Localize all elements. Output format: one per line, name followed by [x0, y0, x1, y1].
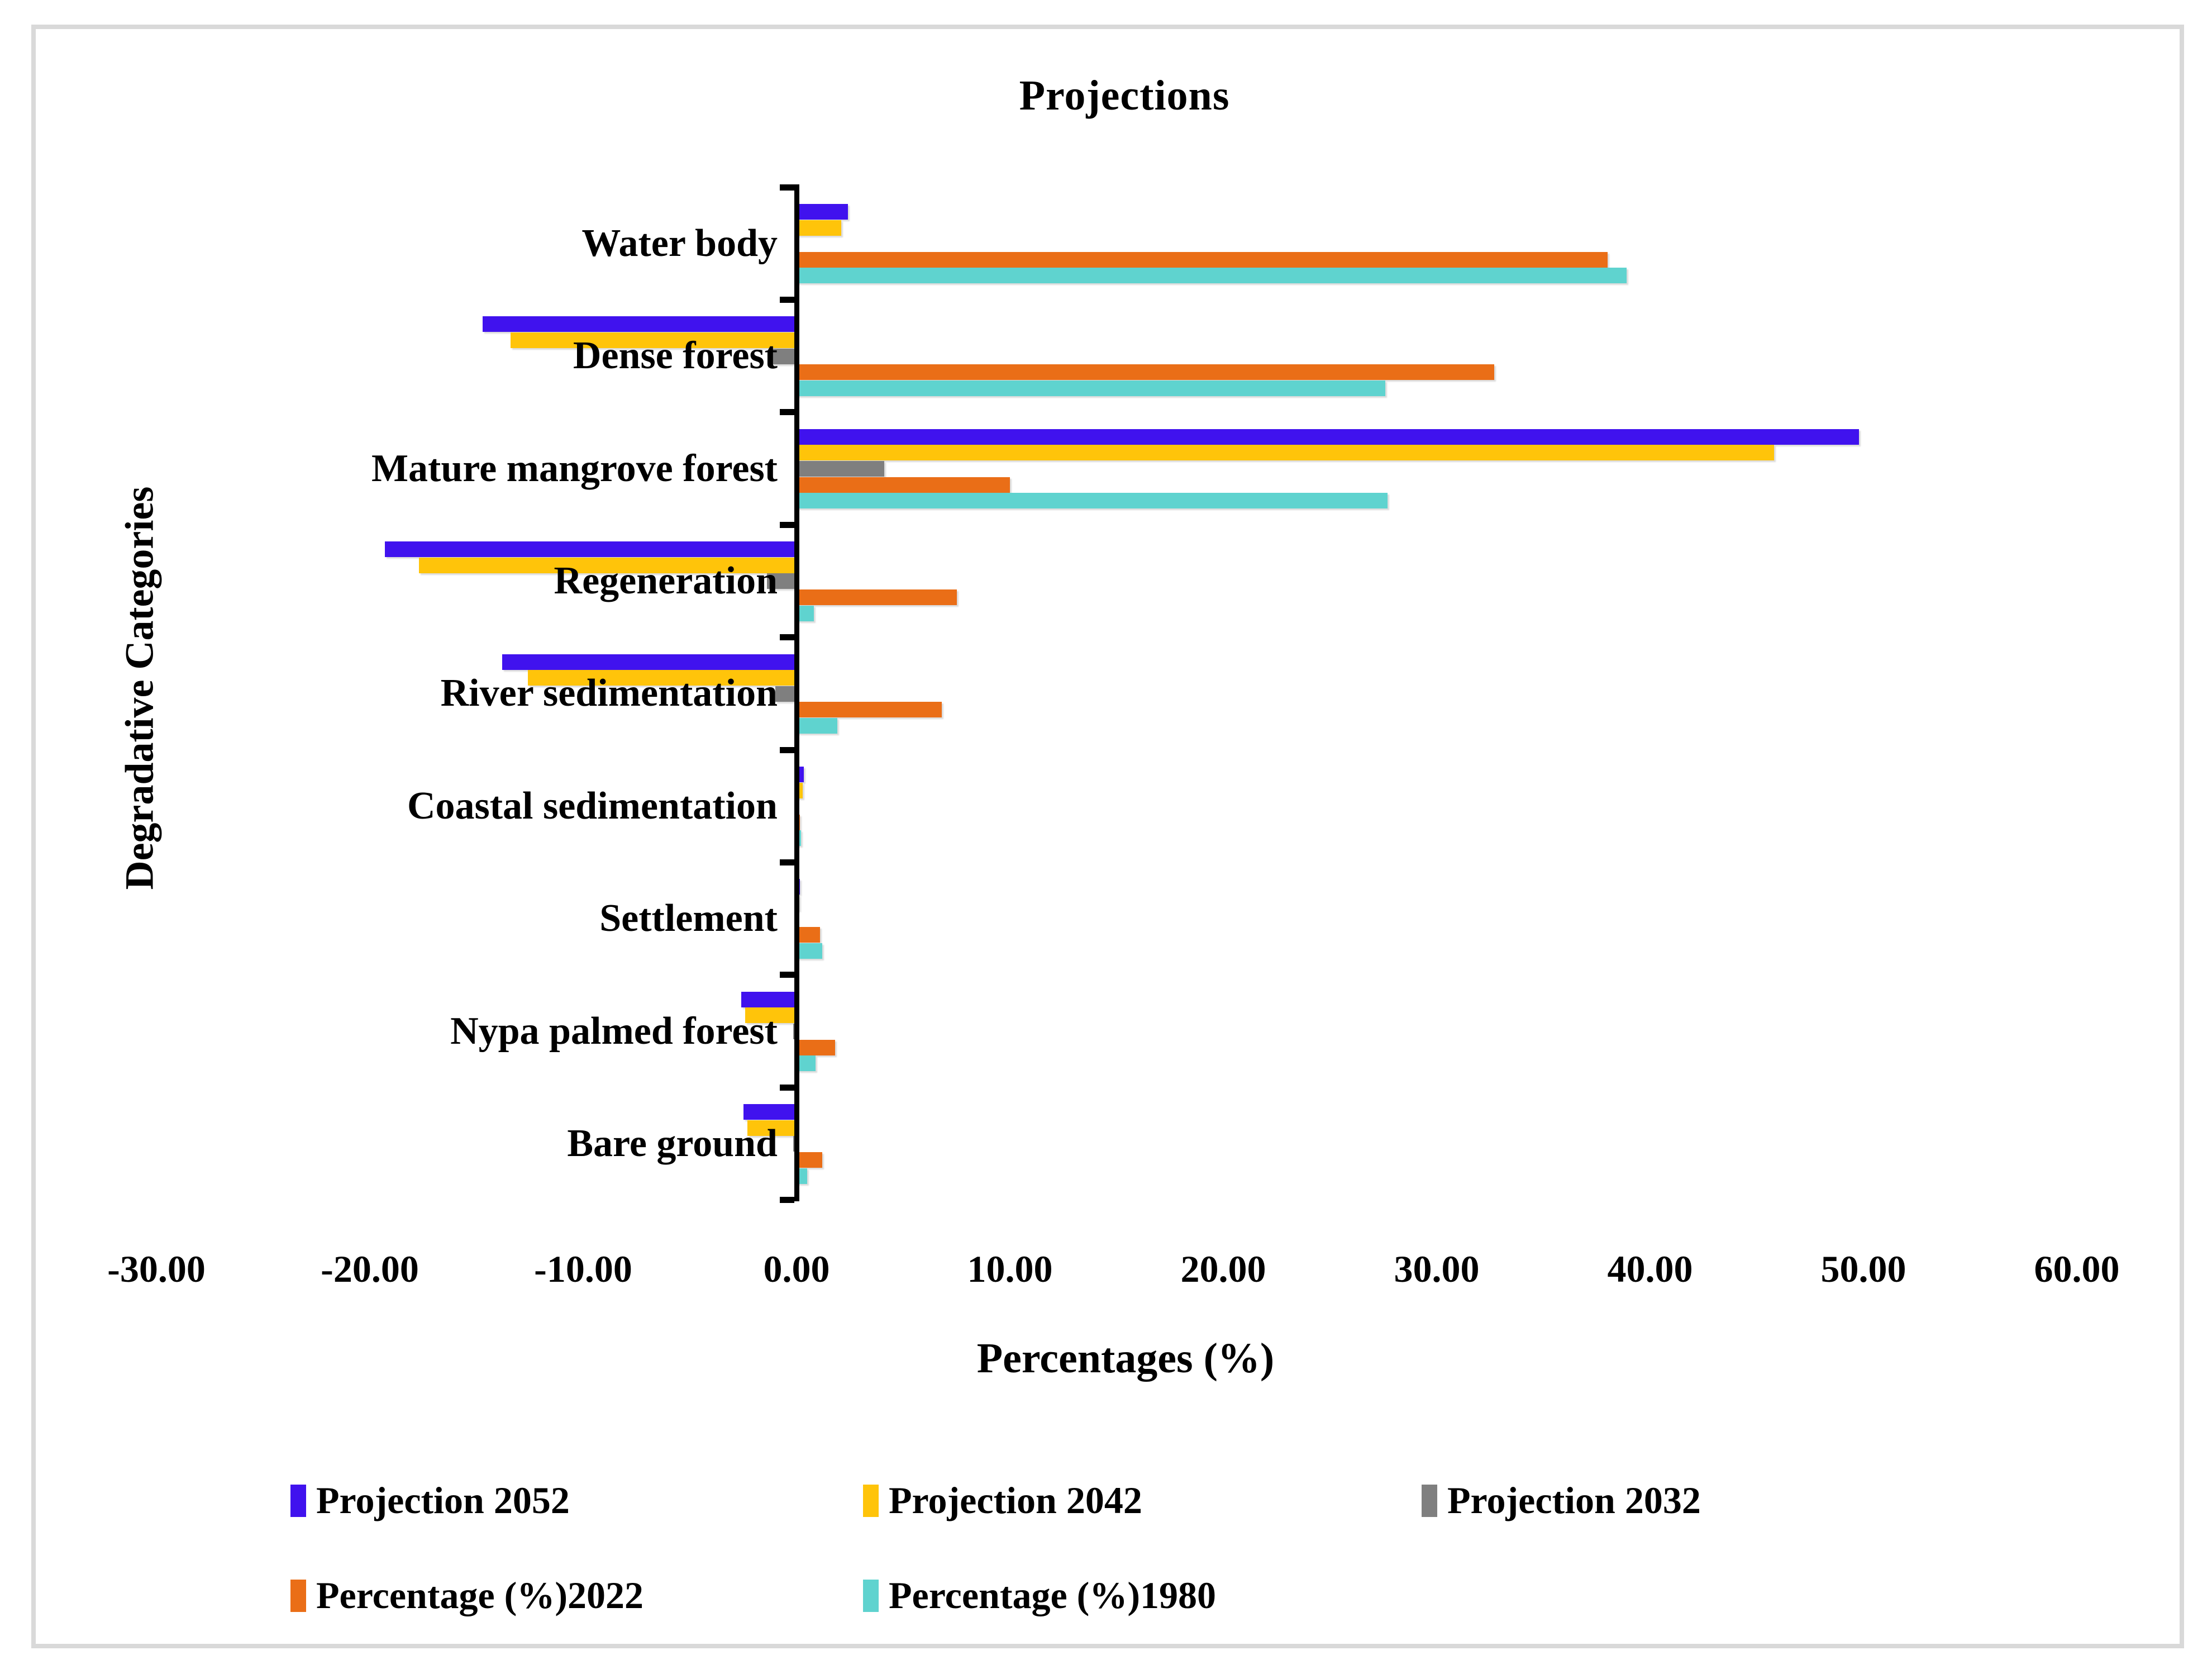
legend-label: Percentage (%)2022	[316, 1574, 643, 1616]
bar-projection-2052	[483, 316, 797, 332]
bar-projection-2052	[741, 991, 797, 1007]
x-tick-label: -20.00	[321, 1248, 419, 1290]
x-tick-label: 50.00	[1820, 1248, 1906, 1290]
bar-percentage-1980	[797, 268, 1627, 284]
x-axis-title: Percentages (%)	[976, 1335, 1275, 1382]
axis-tick-mark	[780, 1197, 794, 1204]
legend-swatch	[863, 1484, 879, 1517]
y-axis-title: Degradative Categories	[117, 486, 162, 890]
bar-percentage-1980	[797, 605, 814, 621]
category-label: Settlement	[599, 897, 778, 940]
axis-tick-mark	[780, 1084, 794, 1091]
category-label: Water body	[581, 221, 778, 265]
category-label: Bare ground	[567, 1121, 778, 1165]
bar-projection-2052	[797, 429, 1860, 445]
axis-tick-mark	[780, 296, 794, 303]
x-tick-label: 20.00	[1180, 1248, 1266, 1290]
bar-projection-2042	[527, 670, 797, 686]
legend-label: Projection 2032	[1447, 1479, 1701, 1521]
legend-swatch	[1422, 1484, 1437, 1517]
category-label: Nypa palmed forest	[450, 1009, 778, 1053]
bar-projection-2032	[775, 686, 797, 702]
bar-percentage-2022	[797, 589, 957, 605]
legend-item: Percentage (%)1980	[863, 1573, 1216, 1618]
legend-item: Projection 2052	[290, 1478, 570, 1523]
bar-projection-2052	[797, 204, 848, 220]
axis-tick-mark	[780, 746, 794, 753]
bar-percentage-2022	[797, 927, 821, 943]
category-label: Mature mangrove forest	[371, 446, 778, 490]
x-tick-label: -30.00	[107, 1248, 206, 1290]
bar-projection-2042	[745, 1007, 797, 1024]
legend-swatch	[863, 1579, 879, 1612]
y-axis-line	[794, 184, 799, 1201]
bar-projection-2042	[797, 782, 803, 798]
bar-percentage-2022	[797, 702, 942, 718]
legend-swatch	[290, 1484, 306, 1517]
bar-percentage-1980	[797, 493, 1388, 509]
x-tick-label: 10.00	[967, 1248, 1053, 1290]
category-label: Dense forest	[573, 334, 778, 378]
axis-tick-mark	[780, 184, 794, 191]
axis-tick-mark	[780, 972, 794, 978]
axis-tick-mark	[780, 409, 794, 416]
bar-percentage-2022	[797, 1039, 835, 1055]
bar-projection-2042	[747, 1120, 797, 1136]
bar-projection-2042	[797, 445, 1774, 461]
bar-projection-2052	[502, 654, 797, 670]
axis-tick-mark	[780, 859, 794, 865]
category-label: Regeneration	[554, 559, 778, 602]
legend-item: Projection 2042	[863, 1478, 1142, 1523]
x-tick-label: 60.00	[2034, 1248, 2120, 1290]
bar-projection-2042	[511, 332, 797, 348]
bar-projection-2042	[797, 220, 842, 236]
legend-label: Projection 2042	[889, 1479, 1142, 1521]
legend-item: Percentage (%)2022	[290, 1573, 643, 1618]
bar-percentage-2022	[797, 364, 1495, 381]
bar-percentage-2022	[797, 1152, 822, 1168]
bar-projection-2032	[771, 348, 797, 364]
bar-projection-2052	[384, 541, 797, 558]
legend-label: Projection 2052	[316, 1479, 570, 1521]
bar-percentage-2022	[797, 477, 1010, 493]
bar-projection-2052	[743, 1104, 797, 1120]
category-label: Coastal sedimentation	[407, 784, 778, 828]
x-tick-label: -10.00	[534, 1248, 632, 1290]
x-tick-label: 40.00	[1607, 1248, 1693, 1290]
bar-projection-2042	[418, 557, 797, 573]
bar-percentage-1980	[797, 943, 822, 959]
legend-label: Percentage (%)1980	[889, 1574, 1216, 1616]
axis-tick-mark	[780, 634, 794, 641]
bar-percentage-1980	[797, 1055, 816, 1072]
bar-percentage-2022	[797, 251, 1608, 268]
x-tick-label: 0.00	[763, 1248, 830, 1290]
bar-projection-2032	[797, 461, 884, 477]
x-tick-label: 30.00	[1394, 1248, 1480, 1290]
chart-title: Projections	[1019, 72, 1230, 119]
legend-item: Projection 2032	[1422, 1478, 1701, 1523]
legend-swatch	[290, 1579, 306, 1612]
category-label: River sedimentation	[440, 672, 778, 715]
bar-projection-2032	[766, 573, 797, 589]
bar-percentage-1980	[797, 718, 837, 734]
axis-tick-mark	[780, 521, 794, 528]
bar-percentage-1980	[797, 380, 1386, 396]
